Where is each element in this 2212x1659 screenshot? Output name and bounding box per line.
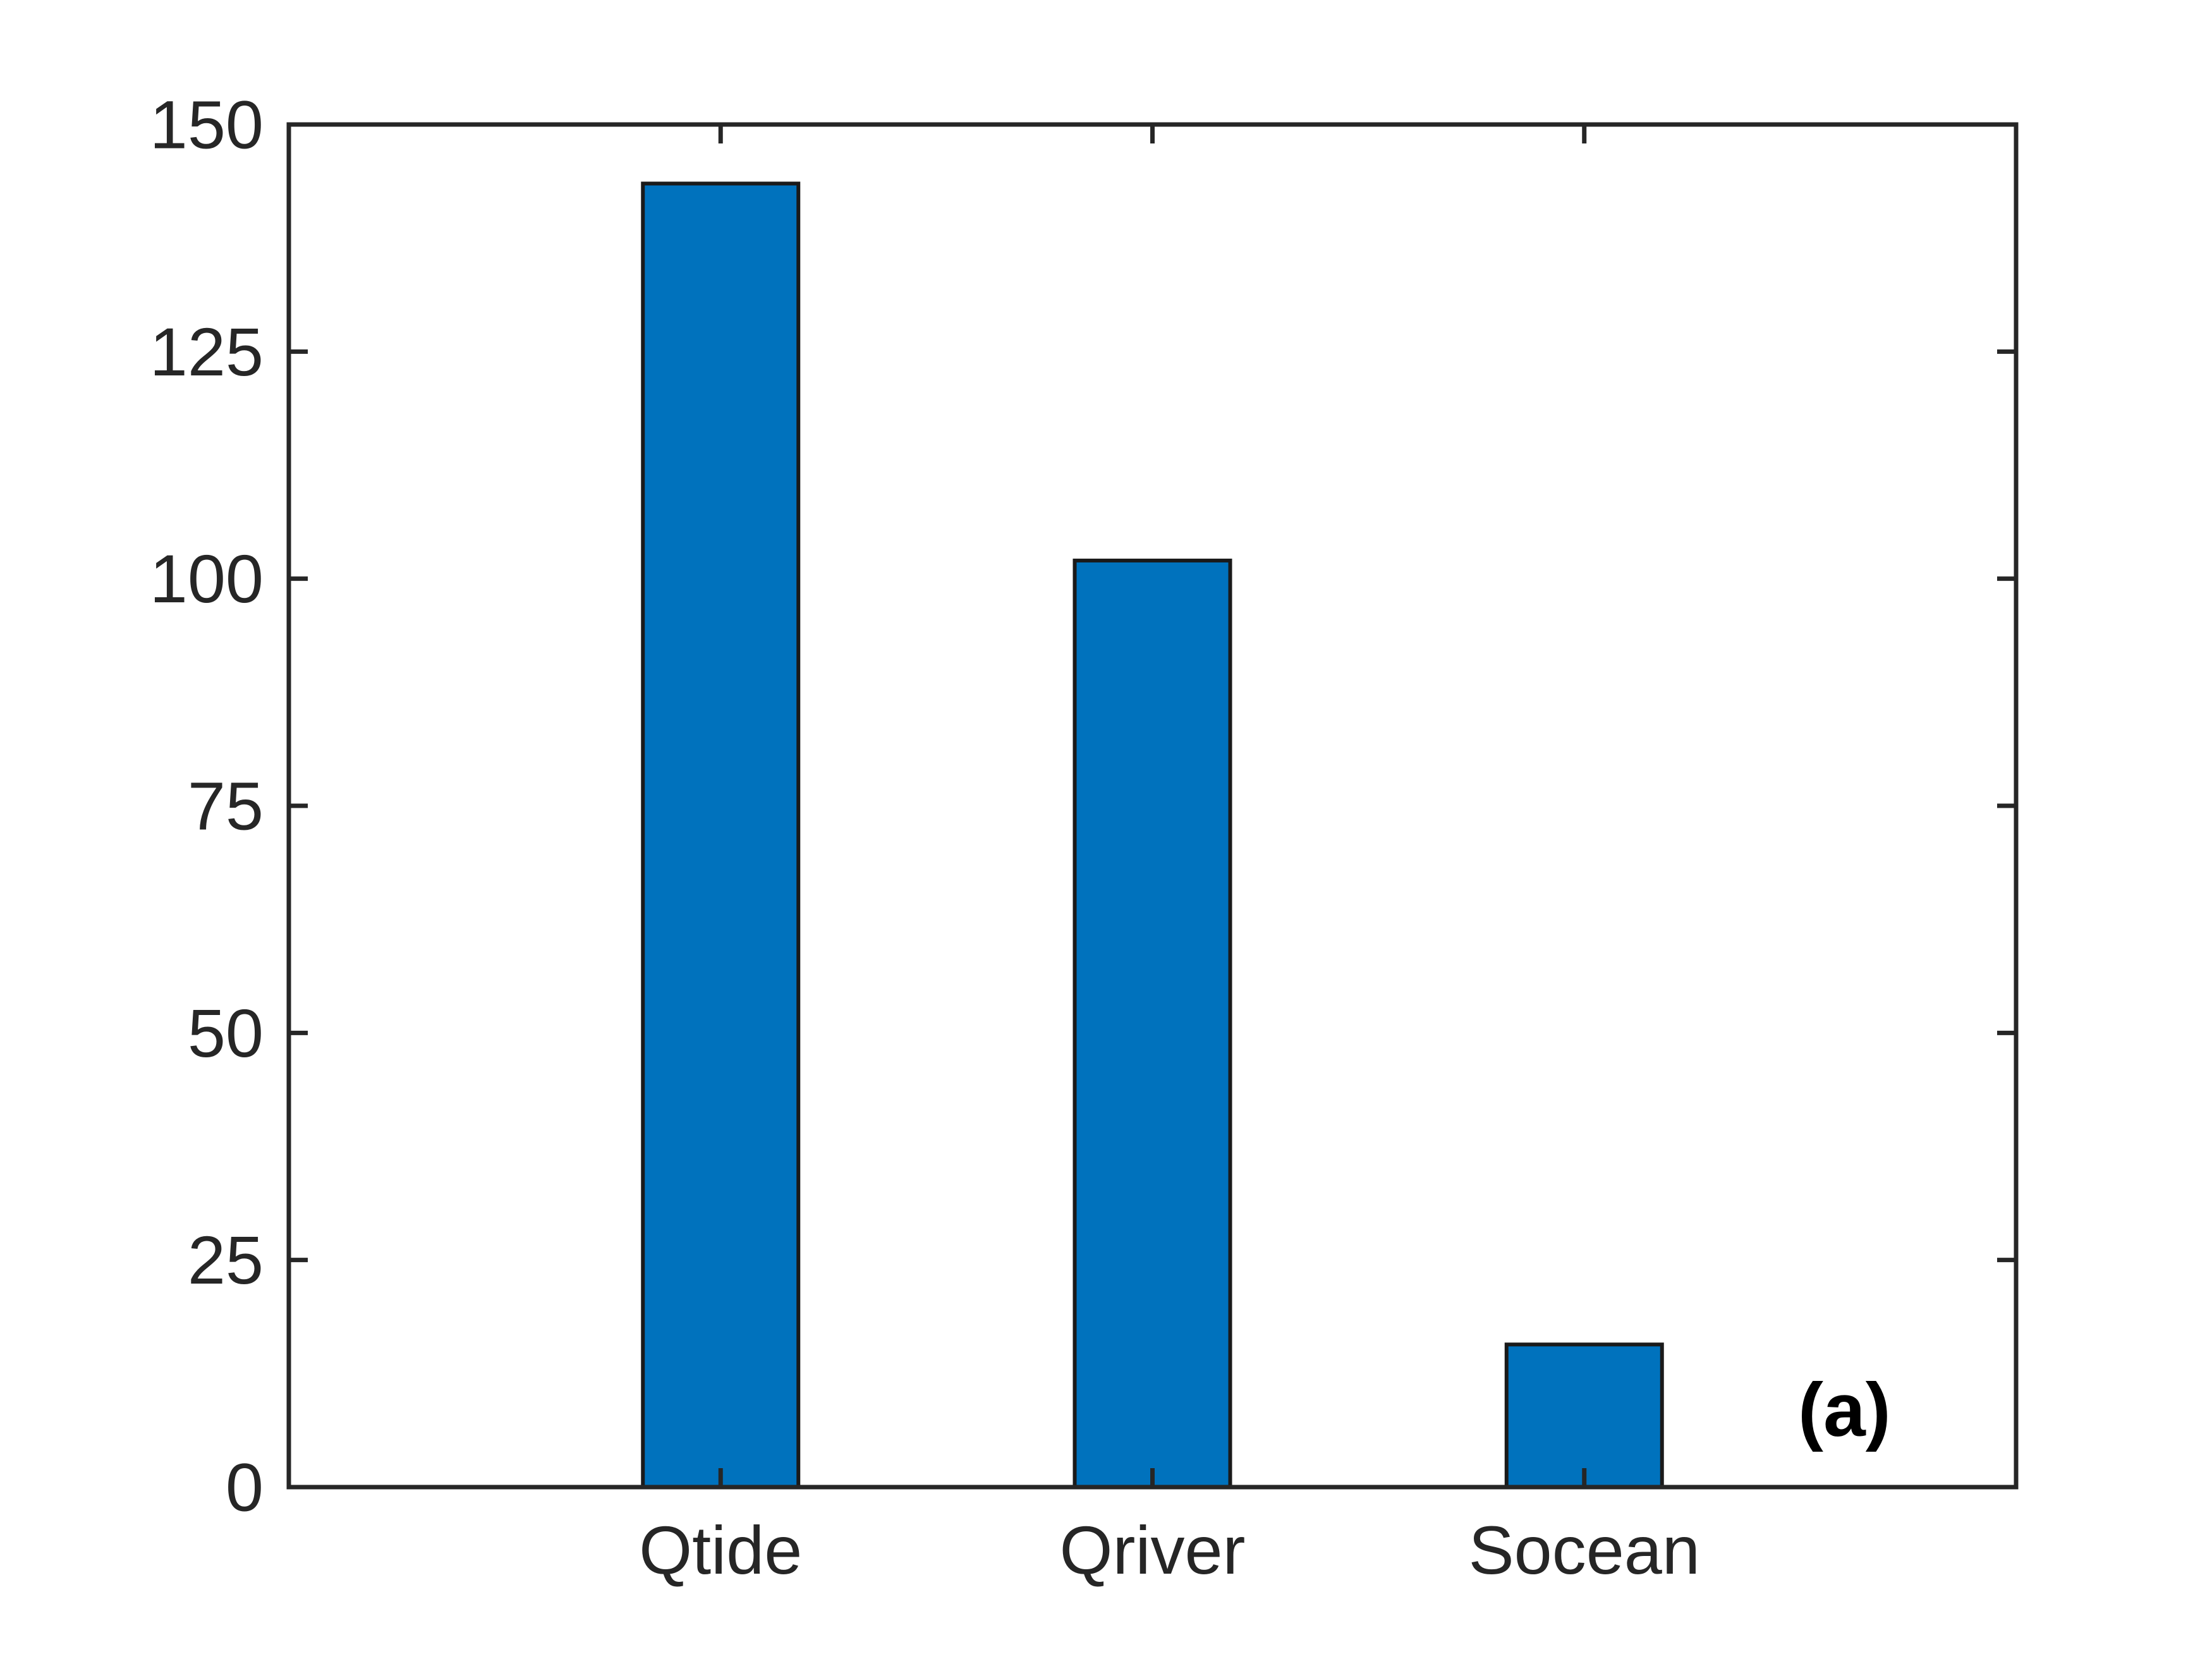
y-tick-label: 125 <box>150 313 264 390</box>
y-tick-label: 25 <box>188 1222 264 1298</box>
bar-socean <box>1504 1342 1664 1489</box>
bars-layer <box>641 181 1664 1489</box>
x-tick-label: Qtide <box>639 1512 802 1588</box>
y-tick-label: 100 <box>150 540 264 617</box>
panel-label: (a) <box>1798 1368 1891 1452</box>
bar-qriver <box>1073 558 1232 1489</box>
x-tick-labels: Qtide Qriver Socean <box>639 1512 1700 1588</box>
y-tick-labels: 0 25 50 75 100 125 150 <box>150 87 264 1526</box>
axes-box <box>286 122 2019 1490</box>
y-tick-label: 50 <box>188 995 264 1071</box>
bar-qtide <box>641 181 801 1489</box>
y-tick-label: 150 <box>150 87 264 163</box>
x-tick-label: Socean <box>1469 1512 1700 1588</box>
x-tick-label: Qriver <box>1060 1512 1246 1588</box>
y-tick-label: 75 <box>188 768 264 844</box>
y-tick-label: 0 <box>226 1449 264 1526</box>
